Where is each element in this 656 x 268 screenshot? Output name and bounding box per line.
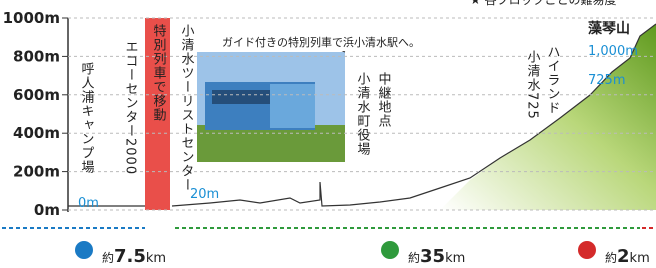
chart: 0m 200m 400m 600m 800m 1000m ★ 各ブロックごとの難易度呼人浦キ… [0, 0, 656, 268]
distance-distance: 35 [420, 246, 445, 267]
place-label: 小清水ツーリストセンター [179, 24, 195, 192]
elevation-label: 1,000m [588, 44, 638, 59]
distance-unit: km [630, 251, 650, 266]
y-tick-label: 0m [34, 201, 60, 219]
y-tick-label: 400m [13, 124, 60, 142]
photo [197, 52, 345, 162]
elevation-label: 725m [588, 73, 625, 88]
callout-text: ガイド付きの特別列車で浜小清水駅へ。 [222, 35, 420, 49]
distance-prefix: 約 [408, 250, 420, 265]
distance-prefix: 約 [605, 250, 617, 265]
elevation-label: 20m [190, 187, 219, 202]
distance-prefix: 約 [102, 250, 114, 265]
activity-icon [75, 241, 93, 259]
y-tick-label: 200m [13, 163, 60, 181]
place-label: 特別列車で移動 [151, 24, 167, 122]
y-tick-label: 1000m [3, 9, 60, 27]
distance-distance: 7.5 [114, 246, 146, 267]
distance-unit: km [445, 251, 465, 266]
place-label: 小清水町役場 [355, 72, 371, 156]
place-label: 中継地点 [376, 72, 392, 128]
distance-distance: 2 [617, 246, 630, 267]
distance-label: 約2km [605, 246, 650, 267]
y-tick-label: 800m [13, 47, 60, 65]
activity-icon [578, 241, 596, 259]
place-label: 小清水725 [525, 50, 541, 120]
y-tick-label: 600m [13, 86, 60, 104]
distance-unit: km [146, 251, 166, 266]
place-label: 呼人浦キャンプ場 [79, 62, 95, 174]
legend-note: ★ 各ブロックごとの難易度 [470, 0, 616, 7]
elevation-label: 0m [78, 196, 99, 211]
place-label: エコーセンター2000 [123, 40, 139, 175]
place-label: ハイランド [545, 45, 560, 115]
activity-icon [381, 241, 399, 259]
peak-label: 藻琴山 [588, 20, 630, 37]
distance-label: 約35km [408, 246, 465, 267]
distance-label: 約7.5km [102, 246, 166, 267]
